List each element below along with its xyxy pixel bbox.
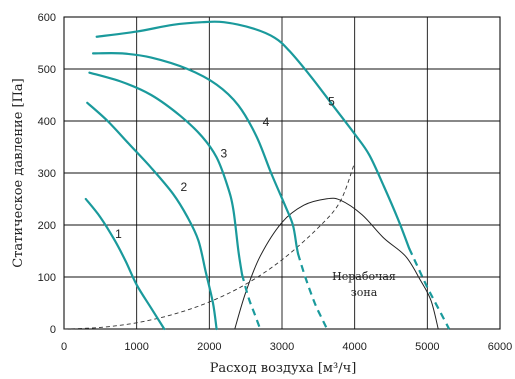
y-tick-label: 300 [38, 168, 56, 180]
y-axis-title: Статическое давление [Па] [11, 78, 26, 268]
x-tick-label: 4000 [342, 341, 366, 353]
fan-curve-5-dashed [408, 247, 451, 330]
fan-curve-1 [84, 197, 166, 331]
x-axis-title: Расход воздуха [м³/ч] [210, 361, 357, 376]
grid [63, 16, 501, 330]
tick-labels: 0 1000 2000 3000 4000 5000 6000 0 100 200 300 400 50… [38, 12, 513, 353]
x-tick-label: 1000 [124, 341, 148, 353]
y-tick-label: 200 [38, 220, 56, 232]
x-tick-label: 5000 [415, 341, 439, 353]
curve-label-2: 2 [181, 180, 188, 194]
fan-curve-4-dashed [296, 253, 329, 330]
zone-label-line1: Нерабочая [332, 270, 396, 283]
curves [63, 20, 451, 331]
fan-curve-5 [95, 20, 411, 250]
y-tick-label: 0 [50, 324, 56, 336]
limit-dashed-curve [63, 162, 356, 330]
y-tick-label: 500 [38, 64, 56, 76]
x-tick-label: 6000 [488, 341, 512, 353]
x-tick-label: 2000 [197, 341, 221, 353]
y-tick-label: 600 [38, 12, 56, 24]
curve-label-1: 1 [115, 227, 122, 241]
plot-frame [63, 16, 501, 330]
fan-curve-3-dashed [240, 274, 262, 330]
y-tick-label: 100 [38, 272, 56, 284]
curve-label-5: 5 [328, 94, 335, 108]
curve-labels: 1 2 3 4 5 [115, 94, 335, 241]
fan-curve-2 [86, 101, 218, 331]
fan-curve-3 [88, 71, 244, 276]
curve-label-4: 4 [263, 115, 270, 129]
y-tick-label: 400 [38, 116, 56, 128]
zone-label-line2: зона [351, 286, 378, 299]
fan-curve-4 [91, 51, 300, 255]
curve-label-3: 3 [221, 146, 228, 160]
x-tick-label: 0 [61, 341, 67, 353]
nonworking-zone-boundary [234, 197, 439, 330]
x-tick-label: 3000 [270, 341, 294, 353]
